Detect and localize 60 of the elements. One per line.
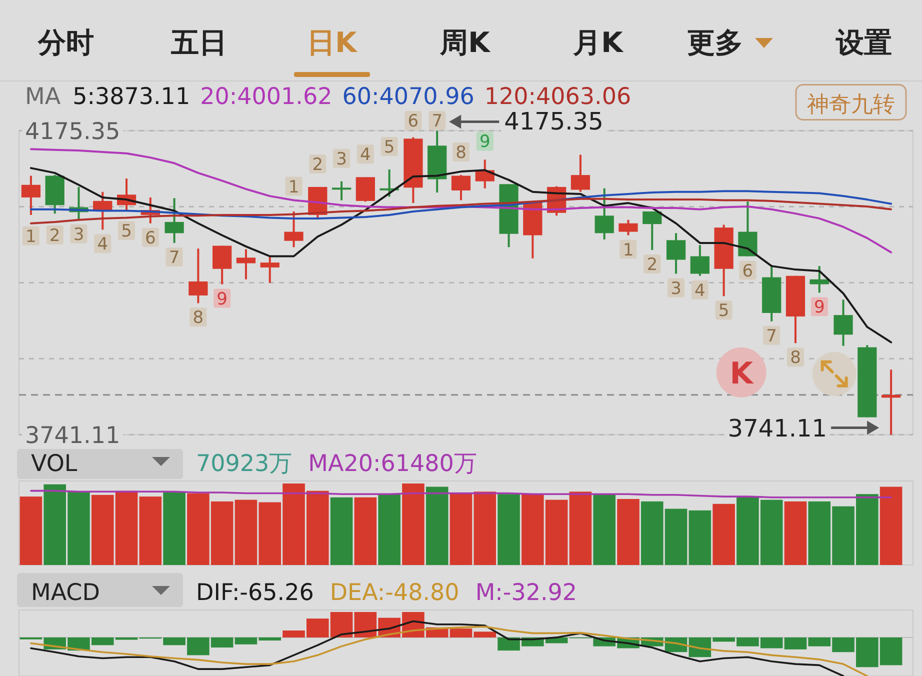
value-label: 4 (356, 144, 374, 166)
value-label: 9 (476, 132, 494, 152)
value-label: 9 (214, 288, 231, 310)
text: 60:4070.96 (342, 84, 474, 110)
bar (330, 497, 353, 565)
bar (569, 492, 592, 565)
value-label: 2 (644, 254, 661, 275)
value-label: 6 (739, 260, 756, 282)
category-label: 周K (439, 26, 492, 59)
bar (139, 496, 162, 565)
value-label: 5 (118, 221, 136, 242)
value-label: 8 (190, 308, 207, 328)
bar (617, 498, 640, 565)
value-label: 5 (715, 300, 732, 322)
category-label: 分时 (37, 26, 94, 59)
category-label: 日K (307, 26, 358, 59)
bar (784, 501, 807, 565)
text: 20:4001.62 (200, 84, 332, 110)
value-label: 2 (309, 154, 326, 175)
text: 神奇九转 (807, 92, 895, 118)
bar (354, 497, 377, 565)
annotation: 3741.11 (728, 414, 828, 443)
value-label: 1 (620, 240, 637, 260)
series-label: DEA:-48.80 (330, 580, 460, 606)
chart-title: VOL (31, 451, 78, 477)
legend-title: MA (25, 84, 61, 110)
category-label: 月K (572, 26, 624, 59)
series-label: DIF:-65.26 (196, 580, 314, 606)
value-label: 8 (786, 348, 804, 368)
value-label: 6 (404, 111, 422, 132)
text: 5:3873.11 (72, 84, 190, 110)
category-label: 更多 (687, 26, 743, 59)
bar (378, 494, 400, 565)
series-label: MA20:61480万 (308, 451, 477, 477)
text: 120:4063.06 (484, 84, 632, 110)
value-label: 8 (452, 142, 470, 164)
category-label: 设置 (835, 26, 892, 59)
annotation: 4175.35 (504, 108, 604, 136)
value-label: 3 (668, 278, 685, 299)
value-label: 3 (70, 224, 88, 245)
bar (426, 486, 448, 565)
value-label: 7 (428, 111, 446, 132)
bar (593, 494, 616, 565)
bar (163, 492, 186, 565)
chart-subtitle: 70923万 (196, 451, 292, 477)
value-label: 7 (763, 326, 780, 346)
category-label: 五日 (170, 26, 227, 59)
annotation: K (730, 356, 755, 392)
value-label: 9 (810, 297, 828, 318)
chart-title: MACD (31, 580, 100, 606)
value-label: 4 (94, 234, 112, 255)
bar (498, 494, 520, 565)
bar (880, 486, 902, 565)
value-label: 3 (333, 148, 350, 170)
text: M:-32.92 (475, 580, 578, 606)
bar (712, 504, 735, 565)
line-series (30, 198, 892, 224)
bar (402, 484, 424, 565)
bar (688, 510, 712, 565)
bar (20, 496, 42, 565)
